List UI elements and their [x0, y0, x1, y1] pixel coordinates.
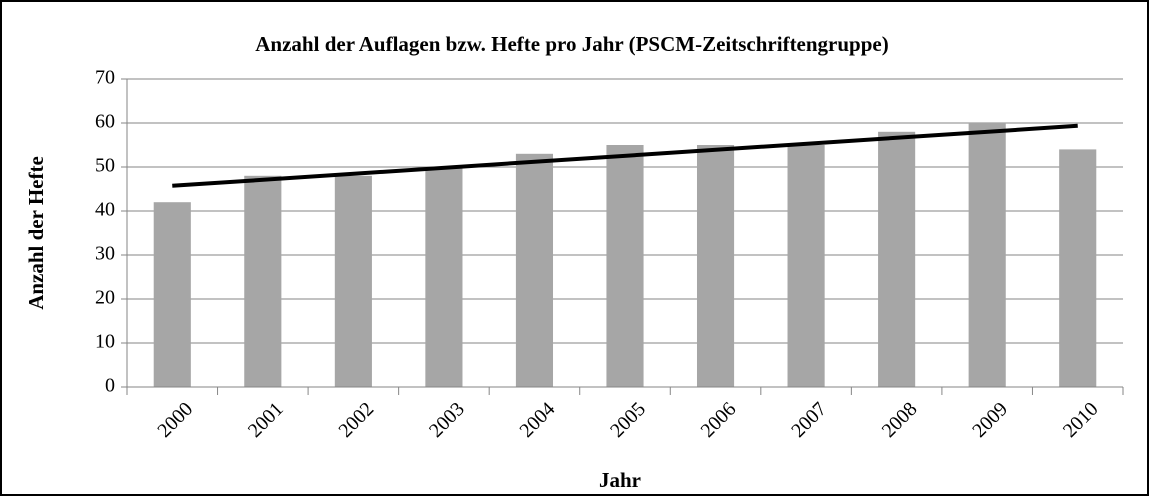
bar — [425, 167, 463, 387]
y-tick-label: 10 — [95, 331, 115, 353]
y-tick-label: 50 — [95, 155, 115, 177]
y-tick-label: 70 — [95, 67, 115, 89]
bar — [515, 153, 554, 387]
bar — [334, 175, 372, 387]
y-tick-label: 0 — [105, 375, 115, 397]
y-tick-label: 30 — [95, 243, 115, 265]
bar — [696, 145, 735, 387]
bar — [244, 175, 282, 387]
bar — [606, 145, 644, 387]
bar — [787, 145, 825, 387]
y-tick-label: 60 — [95, 111, 115, 133]
y-tick-label: 40 — [95, 199, 115, 221]
y-tick-label: 20 — [95, 287, 115, 309]
bar — [878, 131, 916, 387]
chart-title: Anzahl der Auflagen bzw. Hefte pro Jahr … — [255, 32, 888, 56]
bar — [968, 123, 1006, 387]
bar — [1059, 149, 1097, 387]
bar — [153, 202, 191, 387]
trendline — [172, 123, 1078, 188]
y-axis-label: Anzahl der Hefte — [24, 156, 48, 310]
x-axis-label: Jahr — [599, 468, 641, 492]
